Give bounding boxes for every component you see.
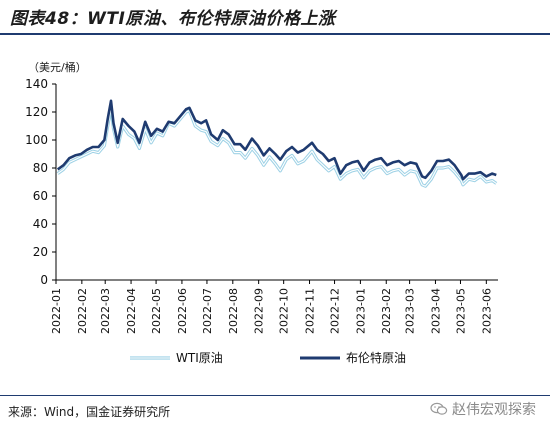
- x-tick-label: 2022-12: [329, 288, 342, 334]
- x-tick-label: 2022-10: [278, 288, 291, 334]
- x-tick-label: 2022-07: [201, 288, 214, 334]
- y-tick-label: 140: [25, 77, 48, 91]
- series-layer: [56, 99, 498, 188]
- x-tick-label: 2022-05: [150, 288, 163, 334]
- y-tick-label: 60: [33, 189, 48, 203]
- chart-title: 图表48：WTI原油、布伦特原油价格上涨: [10, 9, 336, 29]
- y-tick-label: 80: [33, 161, 48, 175]
- x-tick-label: 2022-01: [50, 288, 63, 334]
- x-tick-label: 2022-03: [99, 288, 112, 334]
- series-brent-line: [56, 99, 497, 181]
- x-tick-label: 2022-02: [76, 288, 89, 334]
- x-tick-label: 2022-06: [176, 288, 189, 334]
- legend-label: WTI原油: [176, 351, 223, 365]
- y-tick-label: 0: [40, 273, 48, 287]
- watermark-text: 赵伟宏观探索: [452, 402, 536, 418]
- y-tick-label: 40: [33, 217, 48, 231]
- y-tick-label: 100: [25, 133, 48, 147]
- unit-label: （美元/桶）: [28, 60, 87, 74]
- title-divider: [0, 33, 550, 35]
- x-tick-label: 2022-09: [253, 288, 266, 334]
- x-tick-label: 2023-06: [480, 288, 493, 334]
- x-tick-label: 2022-11: [304, 288, 317, 334]
- legend-label: 布伦特原油: [346, 350, 406, 365]
- series-wti-line-core: [57, 107, 497, 187]
- x-tick-label: 2023-01: [354, 288, 367, 334]
- oil-price-chart: （美元/桶） 0 20 40 60 80 100 120 140 2022-01 2022-02 2…: [25, 60, 498, 365]
- legend: WTI原油 布伦特原油: [130, 350, 406, 365]
- x-tick-label: 2023-04: [429, 288, 442, 334]
- source-note: 来源：Wind，国金证券研究所: [8, 405, 171, 419]
- footer-divider: [0, 395, 550, 396]
- x-tick-label: 2022-08: [227, 288, 240, 334]
- wechat-icon: [430, 402, 448, 415]
- x-tick-label: 2023-03: [404, 288, 417, 334]
- y-tick-label: 20: [33, 245, 48, 259]
- x-tick-label: 2023-05: [454, 288, 467, 334]
- axes: 0 20 40 60 80 100 120 140 2022-01 2022-02 2022-03 2…: [25, 77, 498, 334]
- watermark: 赵伟宏观探索: [430, 399, 536, 419]
- x-tick-label: 2023-02: [380, 288, 393, 334]
- x-tick-label: 2022-04: [125, 288, 138, 334]
- y-tick-label: 120: [25, 105, 48, 119]
